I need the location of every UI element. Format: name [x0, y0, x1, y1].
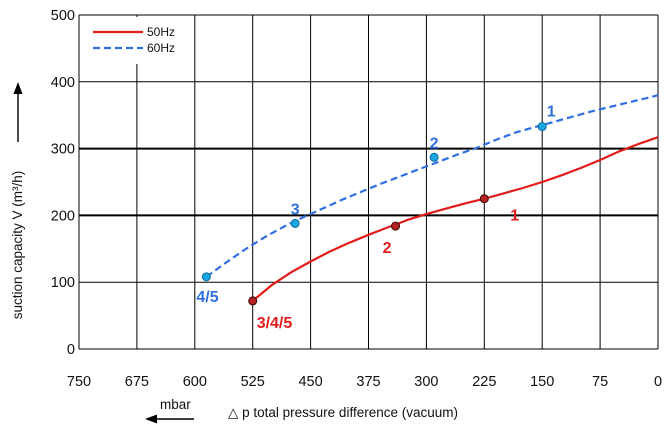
x-tick-label: 675: [125, 374, 149, 390]
data-label: 3: [291, 201, 300, 218]
x-axis-arrow-icon: [145, 414, 157, 424]
x-tick-label: 375: [356, 374, 380, 390]
x-tick-label: 450: [298, 374, 322, 390]
y-axis-title: suction capacity V (m³/h): [10, 171, 25, 320]
data-label: 4/5: [196, 289, 218, 306]
data-label: 3/4/5: [257, 315, 293, 332]
x-tick-label: 600: [183, 374, 207, 390]
grid: [78, 14, 659, 350]
tick-labels: 750 675 600 525 450 375 300 225 150 75 00100200300…: [51, 8, 662, 390]
data-label: 2: [430, 135, 439, 152]
data-point: [479, 194, 489, 204]
x-axis-title: △ p total pressure difference (vacuum): [228, 405, 458, 420]
data-point: [537, 122, 547, 132]
x-tick-label: 750: [67, 374, 91, 390]
y-axis-title-group: suction capacity V (m³/h): [10, 82, 25, 319]
x-tick-label: 150: [530, 374, 554, 390]
data-label: 2: [383, 240, 392, 257]
series-line-60hz: [205, 94, 659, 278]
series-line-50hz: [251, 136, 659, 302]
y-tick-label: 100: [51, 275, 75, 291]
series: 3/4/5 2 1 4/5 3 2 1: [196, 94, 659, 332]
x-axis-title-group: mbar △ p total pressure difference (vacu…: [145, 397, 458, 424]
y-tick-label: 500: [51, 8, 75, 24]
data-point: [391, 221, 401, 231]
x-tick-label: 525: [241, 374, 265, 390]
data-point: [290, 218, 300, 228]
x-tick-label: 300: [414, 374, 438, 390]
legend: 50Hz 60Hz: [88, 17, 192, 64]
x-tick-label: 0: [654, 374, 662, 390]
legend-box: [88, 17, 192, 64]
legend-label-60hz: 60Hz: [147, 41, 175, 55]
series-60hz: 4/5 3 2 1: [196, 94, 659, 306]
y-tick-label: 400: [51, 75, 75, 91]
data-point: [248, 296, 258, 306]
legend-label-50hz: 50Hz: [147, 25, 175, 39]
data-point: [429, 152, 439, 162]
x-axis-unit: mbar: [160, 397, 191, 412]
data-point: [201, 272, 211, 282]
data-label: 1: [547, 104, 556, 121]
y-tick-label: 300: [51, 142, 75, 158]
y-axis-arrow-icon: [13, 82, 23, 94]
y-tick-label: 0: [67, 342, 75, 358]
data-label: 1: [510, 208, 519, 225]
y-tick-label: 200: [51, 208, 75, 224]
x-tick-label: 225: [472, 374, 496, 390]
x-tick-label: 75: [592, 374, 608, 390]
series-50hz: 3/4/5 2 1: [248, 136, 659, 332]
